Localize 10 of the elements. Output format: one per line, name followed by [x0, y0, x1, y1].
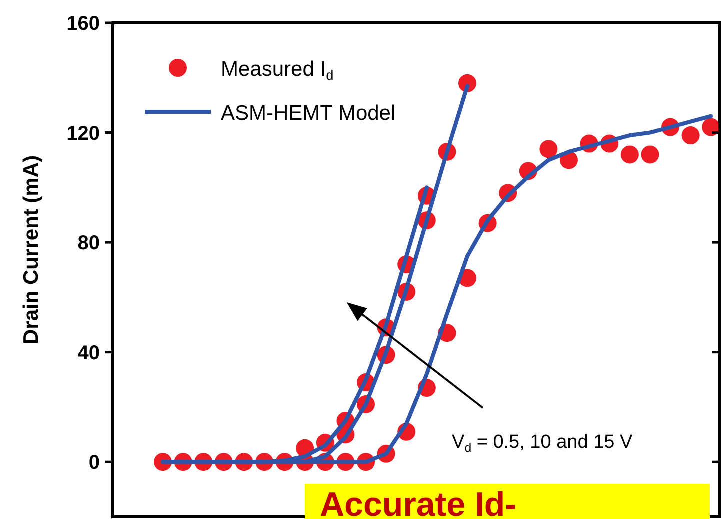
y-tick-label: 80 [78, 232, 100, 255]
y-axis-title: Drain Current (mA) [20, 155, 43, 345]
y-tick-label: 40 [78, 342, 100, 364]
y-tick-label: 160 [66, 13, 100, 35]
annotation: Accurate Id- [320, 486, 516, 519]
legend-label: Measured I$_{d}$ [221, 58, 334, 84]
annotation: V$_{d}$ = 0.5, 10 and 15 V [452, 432, 633, 455]
y-tick-label: 0 [88, 452, 100, 474]
legend-label: ASM-HEMT Model [221, 102, 396, 125]
y-tick-label: 120 [66, 122, 100, 145]
